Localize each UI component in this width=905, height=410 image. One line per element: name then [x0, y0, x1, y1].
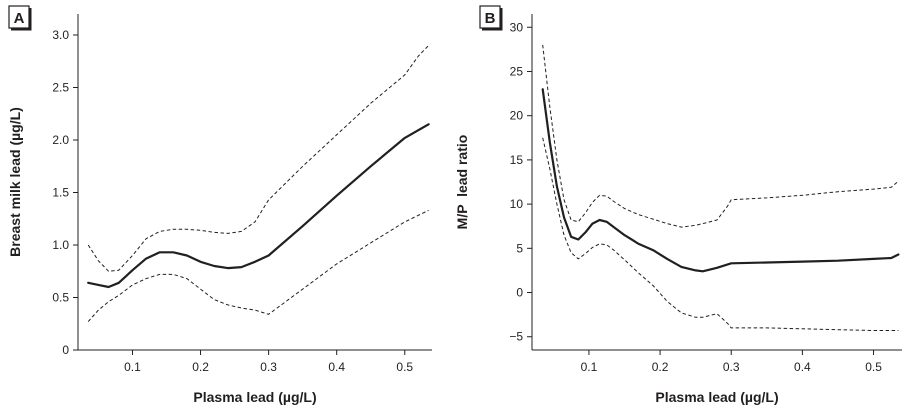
y-tick-label: 2.5: [52, 81, 69, 95]
y-tick-label: 15: [510, 153, 524, 167]
x-axis-title: Plasma lead (µg/L): [193, 389, 316, 405]
x-axis-title: Plasma lead (µg/L): [655, 389, 778, 405]
panel-letter: A: [14, 10, 25, 27]
panel-letter-shadow: [29, 8, 32, 30]
x-tick-label: 0.1: [581, 360, 598, 374]
x-tick-label: 0.4: [794, 360, 811, 374]
y-tick-label: 30: [510, 20, 524, 34]
upper-confidence-band-line: [87, 45, 429, 272]
y-tick-label: 3.0: [52, 28, 69, 42]
y-tick-label: 1.5: [52, 186, 69, 200]
lower-confidence-band-line: [542, 137, 899, 331]
y-tick-label: 0: [516, 286, 523, 300]
x-tick-label: 0.3: [260, 360, 277, 374]
x-tick-label: 0.2: [652, 360, 669, 374]
panel-letter-shadow: [500, 8, 503, 30]
panel-a: A 0 0.5 1.0 1.5 2.0 2.5 3.0 0.1 0.2 0.3 0.4 0.5 Plasm…: [7, 5, 432, 405]
y-tick-label: 20: [510, 109, 524, 123]
x-tick-label: 0.5: [865, 360, 882, 374]
fitted-curve-line: [87, 123, 430, 289]
panel-letter: B: [485, 10, 496, 27]
y-axis-title: M/P lead ratio: [454, 135, 470, 230]
y-tick-label: 25: [510, 64, 524, 78]
x-tick-label: 0.4: [328, 360, 345, 374]
y-tick-label: 0.5: [52, 291, 69, 305]
panel-letter-shadow: [11, 28, 32, 31]
upper-confidence-band-line: [542, 44, 899, 228]
y-tick-label: 5: [516, 241, 523, 255]
y-tick-label: −5: [509, 330, 523, 344]
y-tick-label: 1.0: [52, 238, 69, 252]
x-tick-label: 0.1: [124, 360, 141, 374]
y-tick-label: 2.0: [52, 133, 69, 147]
x-tick-label: 0.5: [396, 360, 413, 374]
lower-confidence-band-line: [87, 209, 429, 322]
panel-b: B −5 0 5 10 15 20 25 30 0.1 0.2 0.3 0.4 0.5 Plasma lea…: [454, 5, 902, 405]
y-tick-label: 10: [510, 197, 524, 211]
y-tick-label: 0: [62, 343, 69, 357]
x-tick-label: 0.3: [723, 360, 740, 374]
y-axis-title: Breast milk lead (µg/L): [7, 107, 23, 257]
x-tick-label: 0.2: [192, 360, 209, 374]
panel-letter-shadow: [482, 28, 503, 31]
fitted-curve-line: [541, 88, 900, 273]
